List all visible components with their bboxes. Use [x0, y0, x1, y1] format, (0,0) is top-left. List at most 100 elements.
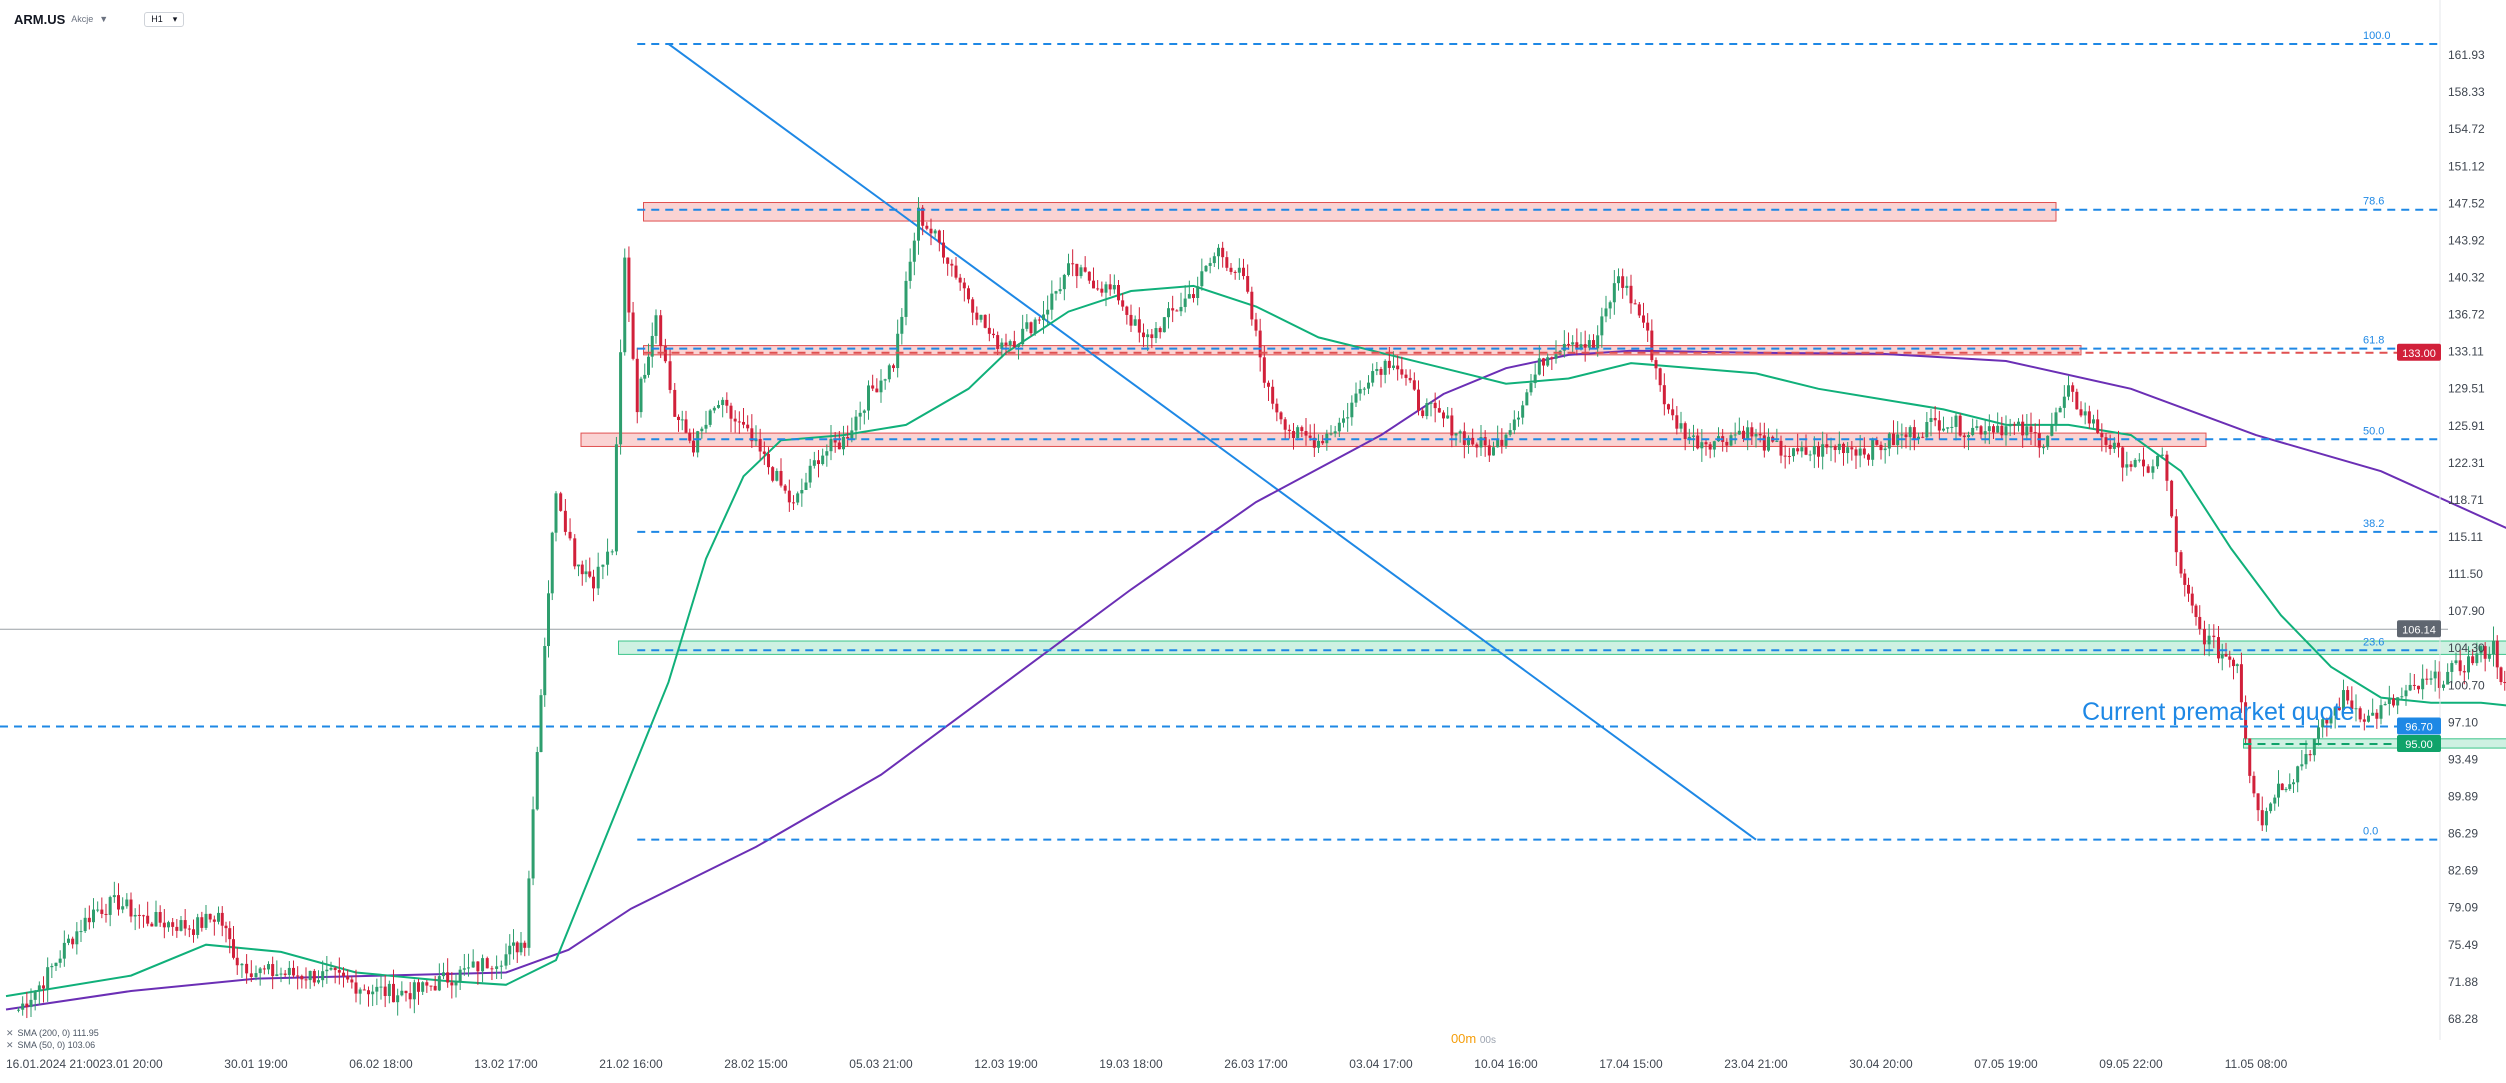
candle[interactable] [1233, 271, 1237, 273]
candle[interactable] [1704, 442, 1708, 445]
candle[interactable] [987, 327, 991, 334]
candle[interactable] [1921, 436, 1925, 438]
candle[interactable] [1825, 444, 1829, 448]
candle[interactable] [771, 467, 775, 481]
candle[interactable] [1121, 300, 1125, 307]
candle[interactable] [887, 365, 891, 380]
candle[interactable] [2160, 454, 2164, 456]
candle[interactable] [680, 419, 684, 421]
candle[interactable] [1079, 267, 1083, 277]
candle[interactable] [1508, 430, 1512, 435]
candle[interactable] [2025, 426, 2029, 436]
candle[interactable] [412, 982, 416, 1000]
candle[interactable] [2288, 784, 2292, 789]
candle[interactable] [2379, 705, 2383, 719]
candle[interactable] [1258, 330, 1262, 358]
candle[interactable] [554, 493, 558, 533]
candle[interactable] [979, 314, 983, 320]
candle[interactable] [1292, 431, 1295, 438]
candle[interactable] [2033, 432, 2037, 434]
resistance-zone[interactable] [643, 345, 2082, 356]
candle[interactable] [2004, 426, 2008, 436]
candle[interactable] [700, 428, 704, 432]
candle[interactable] [1437, 408, 1441, 413]
candle[interactable] [1146, 334, 1150, 338]
candle[interactable] [2292, 782, 2295, 785]
candle[interactable] [659, 315, 663, 347]
candle[interactable] [83, 917, 87, 932]
candle[interactable] [2239, 664, 2243, 703]
candle[interactable] [975, 312, 979, 320]
candle[interactable] [2100, 432, 2104, 438]
candle[interactable] [2137, 459, 2141, 461]
candle[interactable] [2096, 419, 2100, 433]
candle[interactable] [2408, 684, 2412, 691]
candle[interactable] [33, 991, 37, 1000]
candle[interactable] [2492, 640, 2495, 655]
candle[interactable] [746, 424, 750, 429]
candle[interactable] [1058, 289, 1062, 292]
support-zone[interactable] [618, 640, 2506, 655]
candle[interactable] [1708, 444, 1712, 450]
candle[interactable] [1375, 369, 1379, 372]
candle[interactable] [1087, 271, 1091, 281]
candle[interactable] [2187, 584, 2190, 594]
candle[interactable] [1196, 286, 1200, 299]
symbol-label[interactable]: ARM.US [14, 11, 66, 27]
candle[interactable] [1492, 447, 1495, 456]
candle[interactable] [196, 917, 200, 935]
candle[interactable] [733, 418, 737, 422]
candle[interactable] [523, 942, 527, 948]
candle[interactable] [275, 974, 279, 977]
candle[interactable] [1821, 444, 1825, 457]
candle[interactable] [550, 532, 554, 594]
candle[interactable] [1433, 402, 1437, 409]
candle[interactable] [1471, 437, 1475, 445]
candle[interactable] [1208, 263, 1212, 266]
candle[interactable] [2042, 447, 2045, 449]
candle[interactable] [904, 280, 908, 317]
candle[interactable] [408, 993, 412, 1000]
candle[interactable] [350, 979, 354, 983]
candle[interactable] [1596, 335, 1600, 349]
candle[interactable] [1992, 426, 1995, 433]
candle[interactable] [495, 966, 499, 969]
candle[interactable] [383, 986, 387, 997]
candle[interactable] [2487, 654, 2491, 659]
candle[interactable] [485, 958, 489, 969]
candle[interactable] [2317, 727, 2320, 739]
candle[interactable] [1933, 418, 1937, 421]
candle[interactable] [1900, 434, 1904, 436]
candle[interactable] [2280, 783, 2284, 791]
candle[interactable] [481, 958, 485, 972]
candle[interactable] [1575, 342, 1579, 349]
candle[interactable] [2412, 684, 2416, 686]
candle[interactable] [2264, 811, 2268, 826]
candle[interactable] [1912, 427, 1916, 440]
candle[interactable] [2495, 640, 2499, 668]
candle[interactable] [967, 288, 970, 300]
resistance-zone[interactable] [643, 202, 2057, 222]
candle[interactable] [1954, 415, 1958, 427]
candle[interactable] [1054, 291, 1058, 294]
candle[interactable] [1646, 322, 1650, 331]
candle[interactable] [1283, 419, 1287, 430]
candle[interactable] [742, 421, 745, 425]
candle[interactable] [2346, 690, 2350, 701]
candle[interactable] [1808, 454, 1812, 456]
candle[interactable] [162, 922, 166, 928]
candle[interactable] [1350, 402, 1354, 418]
candle[interactable] [2277, 783, 2280, 798]
candle[interactable] [508, 945, 512, 955]
candle[interactable] [1917, 436, 1920, 440]
candle[interactable] [1317, 440, 1320, 448]
candle[interactable] [433, 985, 437, 991]
candle[interactable] [2450, 663, 2454, 672]
legend-sma200[interactable]: ✕ SMA (200, 0) 111.95 [6, 1027, 99, 1039]
candle[interactable] [921, 207, 925, 226]
candle[interactable] [292, 967, 295, 976]
candle[interactable] [1304, 431, 1308, 436]
candle[interactable] [2499, 667, 2503, 683]
candle[interactable] [1762, 435, 1766, 451]
candle[interactable] [2404, 690, 2408, 697]
